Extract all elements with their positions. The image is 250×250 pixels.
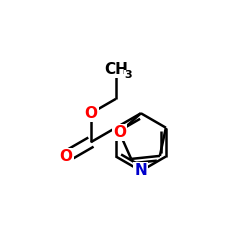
Text: 3: 3: [124, 70, 132, 81]
Text: O: O: [113, 125, 126, 140]
Text: N: N: [134, 164, 147, 178]
Text: CH: CH: [104, 62, 128, 78]
Text: O: O: [84, 106, 98, 121]
Text: O: O: [60, 149, 72, 164]
